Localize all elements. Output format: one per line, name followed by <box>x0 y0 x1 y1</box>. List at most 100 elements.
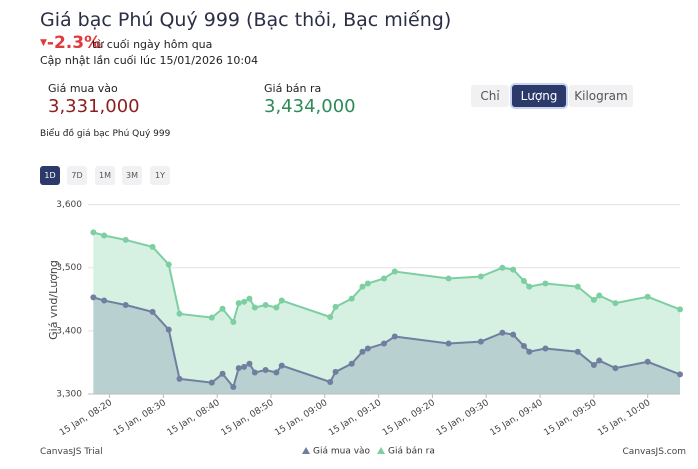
data-point <box>176 375 183 382</box>
x-tick-label: 15 Jan, 09:10 <box>327 398 383 438</box>
data-point <box>235 365 242 372</box>
data-point <box>677 371 683 378</box>
x-tick-label: 15 Jan, 09:50 <box>542 398 598 438</box>
data-point <box>359 348 366 355</box>
data-point <box>327 379 334 386</box>
data-point <box>101 232 108 239</box>
unit-tab[interactable]: Chỉ <box>471 85 509 107</box>
x-tick-label: 15 Jan, 09:00 <box>273 398 329 438</box>
range-button[interactable]: 1Y <box>150 166 170 185</box>
data-point <box>510 331 517 338</box>
unit-tab[interactable]: Lượng <box>512 85 566 107</box>
data-point <box>542 345 549 352</box>
data-point <box>273 304 280 311</box>
data-point <box>677 306 683 313</box>
data-point <box>241 363 248 370</box>
data-point <box>235 300 242 307</box>
data-point <box>499 329 506 336</box>
data-point <box>574 283 581 290</box>
data-point <box>364 345 371 352</box>
x-tick-label: 15 Jan, 08:40 <box>166 398 222 438</box>
data-point <box>90 229 97 236</box>
x-tick-label: 15 Jan, 10:00 <box>596 398 652 438</box>
data-point <box>332 368 339 375</box>
data-point <box>251 369 258 376</box>
data-point <box>391 268 398 275</box>
y-axis-label: Giá vnd/Lượng <box>47 260 60 340</box>
chart-heading: Biểu đồ giá bạc Phú Quý 999 <box>40 129 171 139</box>
data-point <box>596 357 603 364</box>
data-point <box>230 319 237 326</box>
data-point <box>612 365 619 372</box>
data-point <box>359 283 366 290</box>
data-point <box>246 360 253 367</box>
data-point <box>165 326 172 333</box>
legend-label: Giá mua vào <box>313 447 371 457</box>
updated: Cập nhật lần cuối lúc 15/01/2026 10:04 <box>40 54 259 67</box>
x-tick-label: 15 Jan, 09:20 <box>381 398 437 438</box>
x-tick-label: 15 Jan, 08:50 <box>220 398 276 438</box>
data-point <box>644 358 651 365</box>
y-tick-label: 3,500 <box>56 263 82 273</box>
data-point <box>445 340 452 347</box>
change-value: -2.3% <box>46 33 102 53</box>
data-point <box>149 243 156 250</box>
y-tick-label: 3,600 <box>56 200 82 210</box>
legend-label: Giá bán ra <box>388 447 435 457</box>
data-point <box>526 283 533 290</box>
range-button[interactable]: 3M <box>122 166 142 185</box>
data-point <box>381 275 387 282</box>
data-point <box>590 296 597 303</box>
data-point <box>510 266 517 273</box>
y-tick-label: 3,400 <box>56 326 82 336</box>
data-point <box>499 264 506 271</box>
title: Giá bạc Phú Quý 999 (Bạc thỏi, Bạc miếng… <box>40 9 452 31</box>
unit-tab[interactable]: Kilogram <box>569 85 633 107</box>
sell-label: Giá bán ra <box>264 82 322 95</box>
data-point <box>477 338 484 345</box>
area-line <box>93 231 681 325</box>
data-point <box>348 360 355 367</box>
data-point <box>596 292 603 299</box>
data-point <box>101 297 108 304</box>
data-point <box>241 298 248 305</box>
data-point <box>644 293 651 300</box>
data-point <box>612 300 619 307</box>
range-button[interactable]: 1M <box>95 166 115 185</box>
data-point <box>219 305 226 312</box>
data-point <box>262 367 269 374</box>
data-point <box>542 280 549 287</box>
range-button[interactable]: 7D <box>67 166 87 185</box>
data-point <box>590 361 597 368</box>
data-point <box>122 301 129 308</box>
sell-value: 3,434,000 <box>264 96 356 117</box>
change-note: từ cuối ngày hôm qua <box>92 38 213 51</box>
x-tick-label: 15 Jan, 08:20 <box>58 398 114 438</box>
x-tick-label: 15 Jan, 08:30 <box>112 398 168 438</box>
data-point <box>219 370 226 377</box>
buy-label: Giá mua vào <box>48 82 118 95</box>
y-tick-label: 3,300 <box>56 390 82 400</box>
data-point <box>149 308 156 315</box>
data-point <box>278 362 285 369</box>
data-point <box>273 369 280 376</box>
data-point <box>122 236 129 243</box>
data-point <box>477 273 484 280</box>
change: ▼-2.3% <box>40 33 102 53</box>
range-button[interactable]: 1D <box>40 166 60 185</box>
data-point <box>246 295 253 302</box>
data-point <box>445 275 452 282</box>
buy-value: 3,331,000 <box>48 96 140 117</box>
data-point <box>327 313 334 320</box>
legend-marker <box>302 447 310 454</box>
data-point <box>391 333 398 340</box>
data-point <box>230 384 237 391</box>
x-tick-label: 15 Jan, 09:40 <box>489 398 545 438</box>
data-point <box>90 294 97 301</box>
data-point <box>176 310 183 317</box>
data-point <box>262 301 269 308</box>
footer-left: CanvasJS Trial <box>40 447 103 457</box>
x-tick-label: 15 Jan, 09:30 <box>435 398 491 438</box>
